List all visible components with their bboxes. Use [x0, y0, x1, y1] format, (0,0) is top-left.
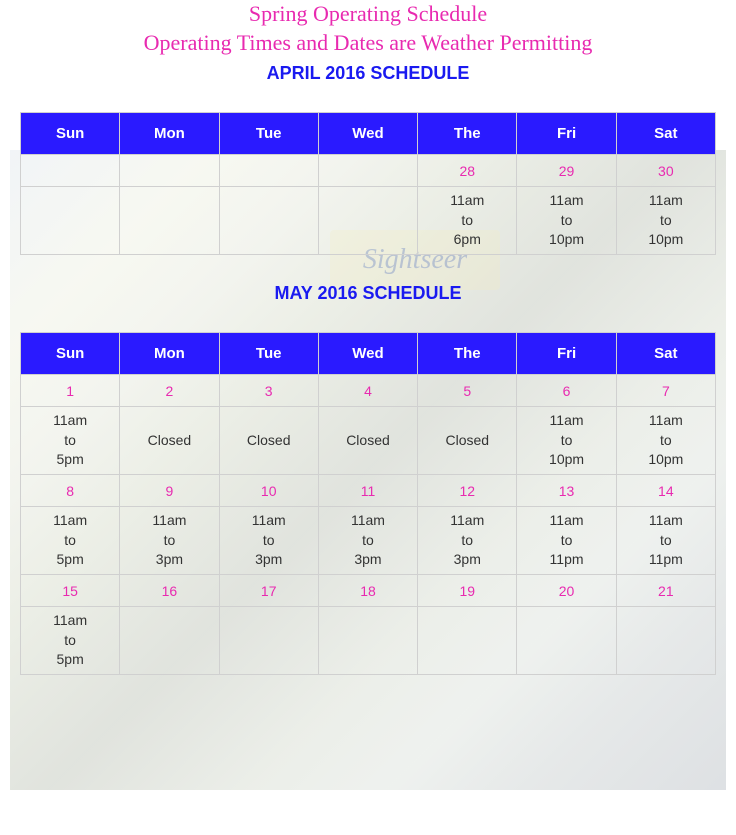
time-cell: 11am to 11pm [517, 507, 616, 575]
time-cell [120, 187, 219, 255]
date-cell [120, 155, 219, 187]
date-cell: 6 [517, 375, 616, 407]
time-cell: 11am to 10pm [517, 187, 616, 255]
time-cell: 11am to 5pm [21, 507, 120, 575]
time-cell: 11am to 5pm [21, 407, 120, 475]
date-cell: 29 [517, 155, 616, 187]
may-header-row: SunMonTueWedTheFriSat [21, 333, 716, 375]
time-cell: 11am to 3pm [418, 507, 517, 575]
date-cell: 15 [21, 575, 120, 607]
date-cell: 18 [318, 575, 417, 607]
date-cell: 2 [120, 375, 219, 407]
date-cell: 4 [318, 375, 417, 407]
time-cell [418, 607, 517, 675]
date-cell [318, 155, 417, 187]
date-cell: 10 [219, 475, 318, 507]
day-header: Tue [219, 113, 318, 155]
day-header: Fri [517, 333, 616, 375]
date-cell: 20 [517, 575, 616, 607]
date-cell: 7 [616, 375, 715, 407]
calendar-row: 282930 [21, 155, 716, 187]
page-title-line1: Spring Operating Schedule [0, 0, 736, 29]
time-cell [21, 187, 120, 255]
time-cell: 11am to 10pm [616, 187, 715, 255]
date-cell: 13 [517, 475, 616, 507]
calendar-row: 11am to 5pm [21, 607, 716, 675]
calendar-row: 11am to 5pm11am to 3pm11am to 3pm11am to… [21, 507, 716, 575]
day-header: Wed [318, 113, 417, 155]
time-cell: 11am to 3pm [318, 507, 417, 575]
time-cell [120, 607, 219, 675]
april-calendar: SunMonTueWedTheFriSat 28293011am to 6pm1… [20, 112, 716, 255]
date-cell: 11 [318, 475, 417, 507]
date-cell: 9 [120, 475, 219, 507]
april-title: APRIL 2016 SCHEDULE [0, 63, 736, 84]
date-cell: 8 [21, 475, 120, 507]
date-cell [21, 155, 120, 187]
may-calendar: SunMonTueWedTheFriSat 123456711am to 5pm… [20, 332, 716, 675]
date-cell: 21 [616, 575, 715, 607]
may-title: MAY 2016 SCHEDULE [0, 283, 736, 304]
date-cell: 5 [418, 375, 517, 407]
day-header: Fri [517, 113, 616, 155]
day-header: Sun [21, 333, 120, 375]
date-cell: 30 [616, 155, 715, 187]
time-cell [318, 187, 417, 255]
calendar-row: 1234567 [21, 375, 716, 407]
time-cell [219, 607, 318, 675]
date-cell: 16 [120, 575, 219, 607]
day-header: Mon [120, 113, 219, 155]
day-header: The [418, 113, 517, 155]
calendar-row: 11am to 6pm11am to 10pm11am to 10pm [21, 187, 716, 255]
date-cell: 1 [21, 375, 120, 407]
day-header: Sat [616, 333, 715, 375]
time-cell: Closed [120, 407, 219, 475]
time-cell: 11am to 5pm [21, 607, 120, 675]
april-header-row: SunMonTueWedTheFriSat [21, 113, 716, 155]
time-cell [616, 607, 715, 675]
calendar-row: 15161718192021 [21, 575, 716, 607]
day-header: Wed [318, 333, 417, 375]
time-cell: Closed [219, 407, 318, 475]
date-cell: 17 [219, 575, 318, 607]
date-cell [219, 155, 318, 187]
calendar-row: 11am to 5pmClosedClosedClosedClosed11am … [21, 407, 716, 475]
date-cell: 14 [616, 475, 715, 507]
day-header: Mon [120, 333, 219, 375]
day-header: Sat [616, 113, 715, 155]
page-title-line2: Operating Times and Dates are Weather Pe… [0, 29, 736, 58]
date-cell: 3 [219, 375, 318, 407]
time-cell: 11am to 6pm [418, 187, 517, 255]
calendar-row: 891011121314 [21, 475, 716, 507]
date-cell: 28 [418, 155, 517, 187]
day-header: Tue [219, 333, 318, 375]
time-cell: Closed [418, 407, 517, 475]
date-cell: 19 [418, 575, 517, 607]
day-header: Sun [21, 113, 120, 155]
time-cell [517, 607, 616, 675]
time-cell [219, 187, 318, 255]
time-cell [318, 607, 417, 675]
time-cell: 11am to 10pm [517, 407, 616, 475]
time-cell: Closed [318, 407, 417, 475]
time-cell: 11am to 3pm [120, 507, 219, 575]
time-cell: 11am to 10pm [616, 407, 715, 475]
time-cell: 11am to 11pm [616, 507, 715, 575]
day-header: The [418, 333, 517, 375]
date-cell: 12 [418, 475, 517, 507]
time-cell: 11am to 3pm [219, 507, 318, 575]
